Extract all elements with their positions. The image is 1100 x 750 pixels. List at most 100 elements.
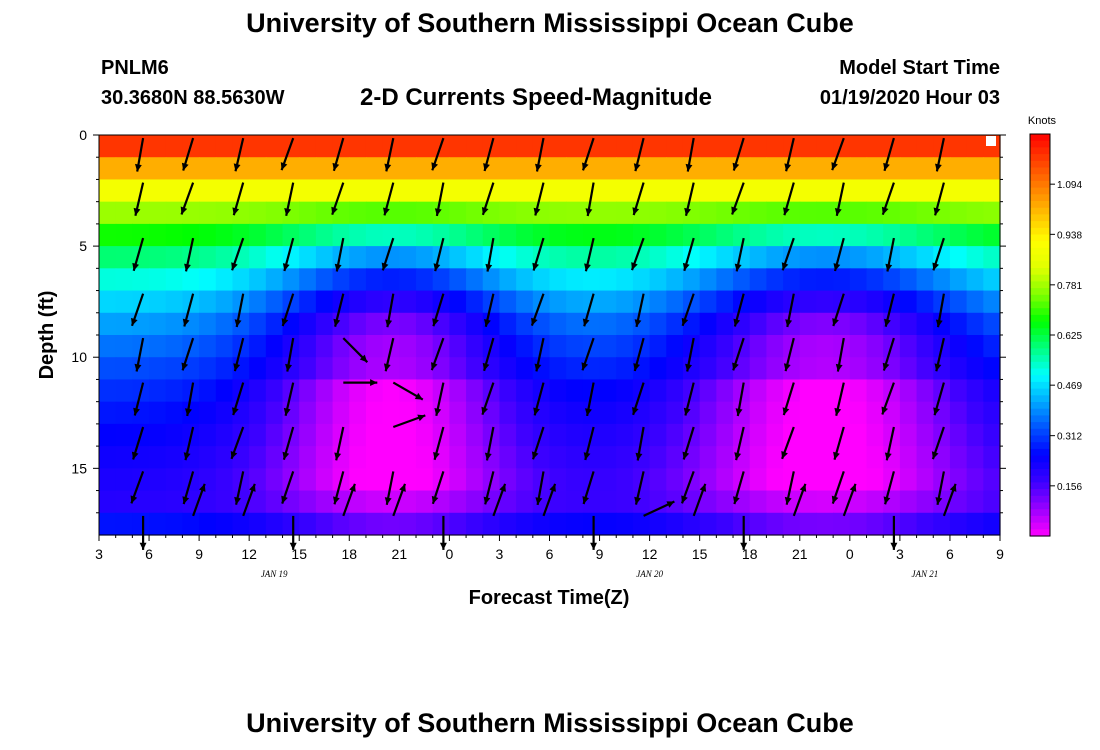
heat-cell — [616, 357, 634, 381]
vector-head — [685, 363, 692, 372]
heat-cell — [716, 490, 734, 514]
current-vector — [792, 483, 807, 517]
current-vector — [234, 293, 245, 328]
heat-cell — [466, 357, 484, 381]
vector-head — [333, 496, 340, 505]
heat-cell — [849, 446, 868, 469]
heat-cell — [232, 268, 250, 292]
current-vector — [134, 337, 145, 372]
x-tick-label: 0 — [846, 546, 854, 562]
heat-cell — [749, 335, 768, 358]
heat-cell — [983, 490, 1001, 514]
heat-cell — [365, 357, 384, 381]
heat-cell — [666, 179, 684, 203]
heat-cell — [315, 246, 334, 269]
heat-cell — [499, 290, 517, 314]
heat-cell — [549, 246, 567, 269]
heat-cell — [449, 335, 467, 358]
heat-cell — [516, 357, 534, 381]
station-coordinates: 30.3680N 88.5630W — [101, 87, 285, 109]
heat-cell — [966, 157, 984, 181]
current-vector — [643, 500, 675, 517]
current-vector — [542, 483, 557, 517]
vector-head — [332, 162, 340, 171]
heat-cell — [466, 512, 484, 536]
vector-head — [184, 263, 191, 272]
heat-cell — [449, 379, 467, 403]
heat-cell — [649, 157, 667, 181]
heat-cell — [199, 312, 217, 336]
vector-head — [384, 163, 392, 172]
current-vector — [232, 382, 245, 416]
vector-head — [232, 407, 239, 416]
heat-cell — [899, 268, 918, 292]
heat-cell — [199, 335, 217, 358]
heat-cell — [799, 290, 818, 314]
current-vector — [881, 382, 895, 415]
vector-head — [585, 208, 593, 216]
colorbar-segment — [1030, 321, 1050, 329]
current-vector — [533, 182, 545, 216]
heat-cell — [599, 468, 617, 492]
current-vector — [935, 293, 945, 328]
vector-head — [185, 408, 192, 416]
heat-cell — [799, 423, 818, 447]
heat-cell — [165, 357, 184, 381]
heat-cell — [766, 290, 784, 314]
heat-cell — [699, 246, 717, 269]
heat-cell — [716, 335, 734, 358]
vector-head — [433, 263, 441, 272]
current-vector — [392, 381, 424, 401]
heat-cell — [799, 379, 818, 403]
heat-cell — [99, 312, 117, 336]
heat-cell — [566, 201, 584, 225]
heat-cell — [899, 290, 918, 314]
heat-cell — [265, 179, 284, 203]
vector-head — [233, 163, 241, 172]
heat-cell — [449, 423, 467, 447]
colorbar-segment — [1030, 482, 1050, 490]
vector-head — [934, 363, 942, 372]
heat-cell — [299, 312, 317, 336]
current-vector — [481, 182, 495, 216]
current-vector — [383, 337, 395, 372]
heat-cell — [232, 512, 250, 536]
heat-cell — [365, 179, 384, 203]
heat-cell — [899, 135, 918, 158]
heat-cell — [816, 335, 834, 358]
current-vector — [582, 293, 595, 327]
heat-cell — [115, 179, 133, 203]
heat-cell — [816, 290, 834, 314]
heat-cell — [899, 446, 918, 469]
colorbar-segment — [1030, 147, 1050, 155]
heat-cell — [616, 290, 634, 314]
vector-head — [881, 206, 889, 215]
heat-cell — [365, 223, 384, 247]
heat-cell — [949, 268, 968, 292]
heat-cell — [599, 201, 617, 225]
heat-cell — [699, 268, 717, 292]
vector-head — [484, 319, 491, 327]
vector-head — [182, 318, 190, 327]
heat-cell — [249, 157, 267, 181]
x-tick-label: 9 — [195, 546, 203, 562]
heat-cell — [582, 490, 601, 514]
heat-cell — [99, 135, 117, 158]
heat-cell — [149, 179, 167, 203]
colorbar-segment — [1030, 214, 1050, 222]
heat-cell — [599, 135, 617, 158]
heat-cell — [616, 268, 634, 292]
heat-cell — [866, 490, 884, 514]
vector-head — [135, 163, 142, 172]
heat-cell — [682, 223, 701, 247]
current-vector — [281, 471, 295, 504]
heat-cell — [733, 268, 751, 292]
heat-cell — [165, 312, 184, 336]
heat-cell — [399, 223, 417, 247]
heat-cell — [332, 201, 350, 225]
heat-cell — [416, 468, 434, 492]
model-start-time-label: Model Start Time — [839, 57, 1000, 79]
current-vector — [180, 182, 195, 215]
current-vector — [184, 237, 195, 272]
heat-cell — [816, 246, 834, 269]
